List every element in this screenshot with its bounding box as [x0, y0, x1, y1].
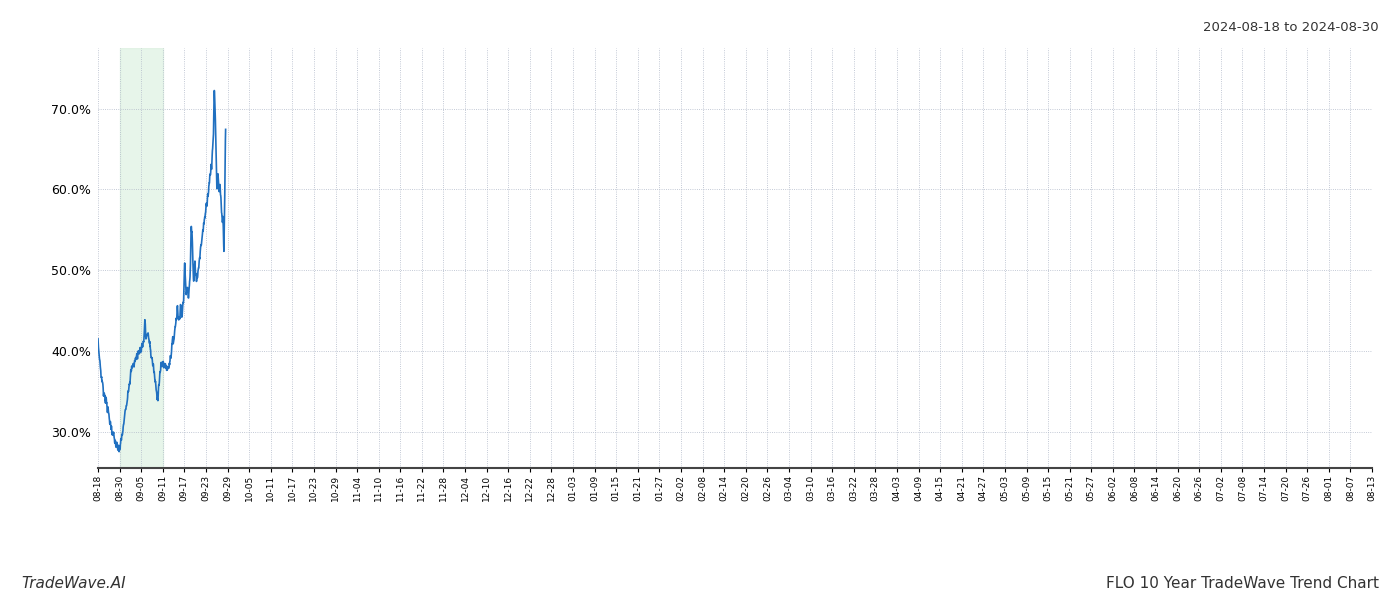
Text: 2024-08-18 to 2024-08-30: 2024-08-18 to 2024-08-30	[1204, 21, 1379, 34]
Text: FLO 10 Year TradeWave Trend Chart: FLO 10 Year TradeWave Trend Chart	[1106, 576, 1379, 591]
Text: TradeWave.AI: TradeWave.AI	[21, 576, 126, 591]
Bar	[119, 48, 162, 468]
